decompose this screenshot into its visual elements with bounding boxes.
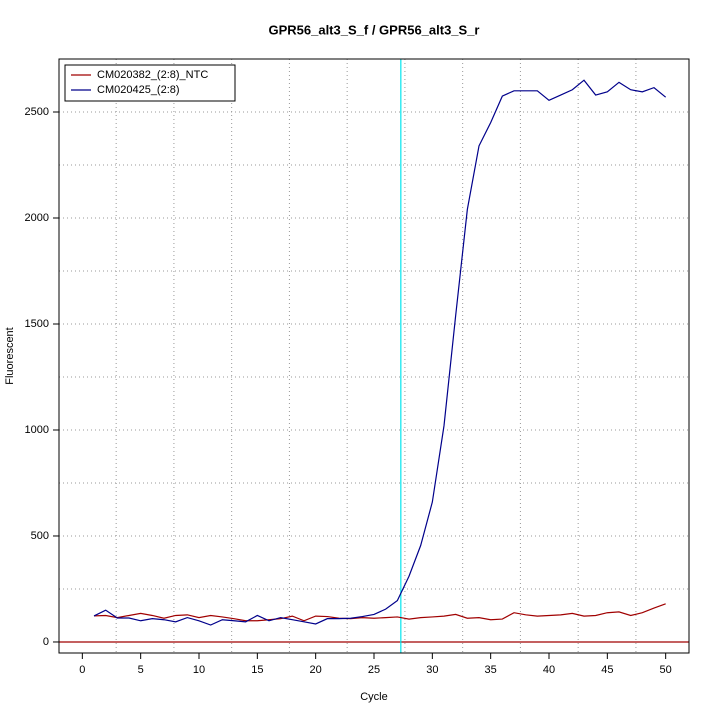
- y-tick-label: 2000: [25, 212, 49, 224]
- series-line: [93, 603, 666, 622]
- x-tick-label: 35: [485, 664, 497, 676]
- legend-label: CM020425_(2:8): [97, 84, 180, 96]
- legend-label: CM020382_(2:8)_NTC: [97, 69, 208, 81]
- y-tick-label: 500: [31, 530, 49, 542]
- x-tick-label: 15: [251, 664, 263, 676]
- series-line: [93, 79, 667, 626]
- x-tick-label: 10: [193, 664, 205, 676]
- y-tick-label: 1000: [25, 424, 49, 436]
- x-tick-label: 5: [138, 664, 144, 676]
- y-tick-label: 1500: [25, 318, 49, 330]
- x-tick-label: 45: [601, 664, 613, 676]
- x-axis-label: Cycle: [360, 691, 388, 703]
- x-tick-label: 0: [79, 664, 85, 676]
- plot-frame: [58, 58, 690, 654]
- x-tick-label: 40: [543, 664, 555, 676]
- x-tick-label: 30: [426, 664, 438, 676]
- x-tick-label: 50: [660, 664, 672, 676]
- y-tick-label: 2500: [25, 106, 49, 118]
- x-tick-label: 25: [368, 664, 380, 676]
- x-tick-label: 20: [310, 664, 322, 676]
- chart-title: GPR56_alt3_S_f / GPR56_alt3_S_r: [268, 22, 479, 37]
- legend-box: [64, 64, 236, 102]
- y-tick-label: 0: [43, 636, 49, 648]
- y-axis-label: Fluorescent: [4, 327, 16, 384]
